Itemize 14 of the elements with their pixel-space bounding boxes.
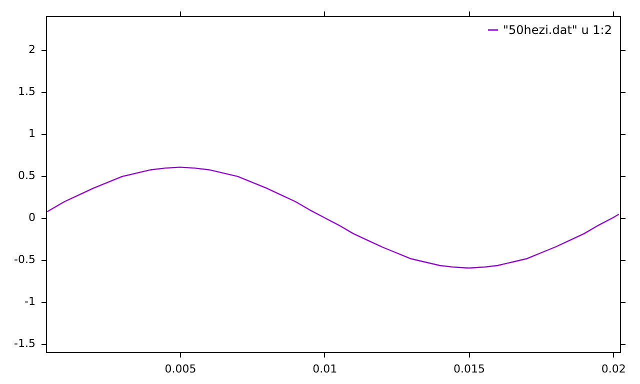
y-tick-label: -1.5 [14,337,36,350]
legend-label: "50hezi.dat" u 1:2 [503,23,612,37]
y-tick-label: 0.5 [18,169,36,182]
y-tick-label: -0.5 [14,253,36,266]
y-tick-label: 2 [28,43,36,56]
x-tick-label: 0.02 [601,362,626,376]
line-series [46,166,620,269]
y-tick-label: 1.5 [18,85,36,98]
x-tick-label: 0.005 [164,362,196,376]
y-tick-label: 1 [28,127,36,140]
x-tick-label: 0.01 [312,362,338,376]
y-tick-label: 0 [28,211,36,224]
x-tick-label: 0.015 [453,362,485,376]
y-tick-label: -1 [24,295,36,308]
